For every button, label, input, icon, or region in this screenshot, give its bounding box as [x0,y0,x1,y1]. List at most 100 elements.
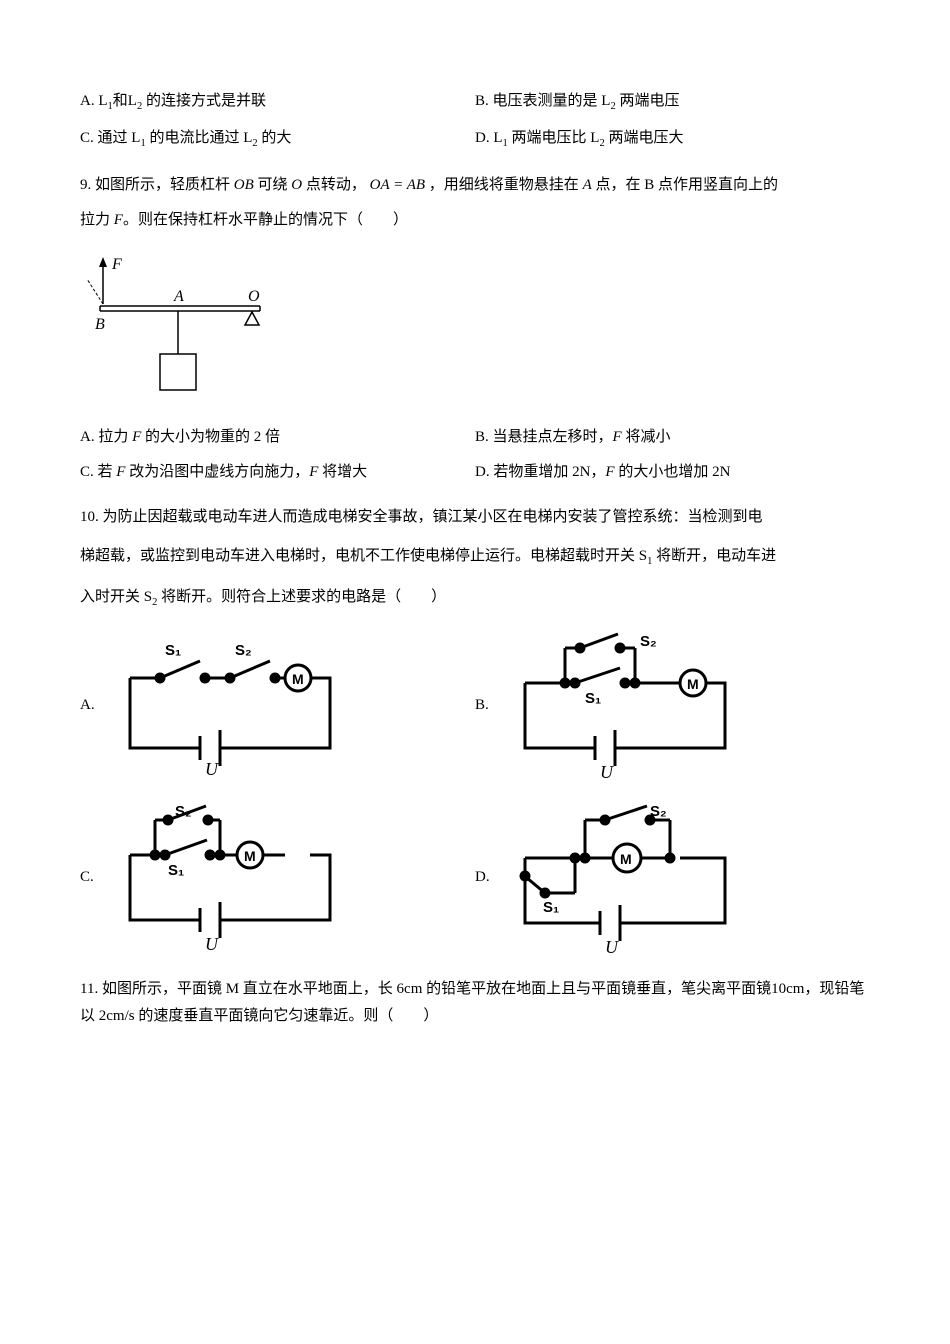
s2-label: S₂ [640,633,657,650]
q9-option-d: D. 若物重增加 2N，F 的大小也增加 2N [475,459,870,486]
q9-text-line2: 拉力 F。则在保持杠杆水平静止的情况下（ ） [80,207,870,234]
q8-option-c: C. 通过 L1 的电流比通过 L2 的大 [80,125,475,154]
text: 的大小也增加 2N [615,464,731,480]
q10-text-line1: 10. 为防止因超载或电动车进人而造成电梯安全事故，镇江某小区在电梯内安装了管控… [80,504,870,531]
opt-text: 的大 [258,130,292,146]
text: 将断开。则符合上述要求的电路是（ ） [157,589,446,605]
q11-text: 11. 如图所示，平面镜 M 直立在水平地面上，长 6cm 的铅笔平放在地面上且… [80,976,870,1030]
var-f: F [605,464,614,480]
circuit-c-diagram: S₂ S₁ M U [110,800,350,955]
text: 改为沿图中虚线方向施力， [125,464,309,480]
s2-label: S₂ [650,803,667,820]
var-ob: OB [234,177,254,193]
text: 点，在 B 点作用竖直向上的 [592,177,778,193]
opt-c-label: C. [80,864,100,891]
opt-text: D. [475,130,493,146]
u-label: U [205,759,219,778]
text: 入时开关 [80,589,144,605]
opt-d-label: D. [475,864,495,891]
opt-text: 两端电压比 [508,130,591,146]
circuit-a-wrap: A. S [80,633,475,778]
var-f: F [309,464,318,480]
q9-options-row2: C. 若 F 改为沿图中虚线方向施力，F 将增大 D. 若物重增加 2N，F 的… [80,459,870,486]
q8-option-a: A. L1和L2 的连接方式是并联 [80,88,475,117]
text: 梯超载，或监控到电动车进入电梯时，电机不工作使电梯停止运行。电梯超载时开关 [80,548,639,564]
q9-option-c: C. 若 F 改为沿图中虚线方向施力，F 将增大 [80,459,475,486]
s2-label: S₂ [235,642,252,659]
s1-label: S₁ [168,862,184,879]
text: D. 若物重增加 2N， [475,464,605,480]
opt-text: 和 [113,93,128,109]
var-f: F [132,429,141,445]
q10-text-line2: 梯超载，或监控到电动车进入电梯时，电机不工作使电梯停止运行。电梯超载时开关 S1… [80,543,870,572]
s2-label: S₂ [175,803,192,820]
text: B. 当悬挂点左移时， [475,429,613,445]
s1-label: S₁ [543,899,559,916]
q8-option-b: B. 电压表测量的是 L2 两端电压 [475,88,870,117]
opt-text: 的连接方式是并联 [142,93,266,109]
var-l2: L [243,130,252,146]
text: 的大小为物重的 2 倍 [141,429,280,445]
q9-text: 9. 如图所示，轻质杠杆 OB 可绕 O 点转动， OA = AB ，用细线将重… [80,172,870,199]
var-f: F [114,212,123,228]
m-label: M [687,676,699,692]
text: A. 拉力 [80,429,132,445]
u-label: U [605,937,619,957]
text: 将增大 [318,464,367,480]
text: 拉力 [80,212,114,228]
var-l1: L [98,93,107,109]
circuit-row-1: A. S [80,628,870,783]
q8-options-row1: A. L1和L2 的连接方式是并联 B. 电压表测量的是 L2 两端电压 [80,88,870,117]
circuit-row-2: C. [80,798,870,958]
var-o: O [291,177,302,193]
text: 11. 如图所示，平面镜 M 直立在水平地面上，长 6cm 的铅笔平放在地面上且… [80,981,864,1024]
text: 可绕 [254,177,292,193]
text: 将断开，电动车进 [652,548,776,564]
u-label: U [205,934,219,954]
m-label: M [292,671,304,687]
opt-text: B. 电压表测量的是 [475,93,601,109]
circuit-a-diagram: S₁ S₂ M U [110,633,350,778]
opt-text: A. [80,93,98,109]
s1-label: S₁ [165,642,181,659]
var-l1: L [493,130,502,146]
text: ，用细线将重物悬挂在 [429,177,583,193]
circuit-b-diagram: S₂ S₁ M U [505,628,745,783]
var-f: F [613,429,622,445]
q9-option-b: B. 当悬挂点左移时，F 将减小 [475,424,870,451]
m-label: M [620,851,632,867]
circuit-d-diagram: S₂ S₁ M U [505,798,745,958]
var-s: S [144,589,152,605]
q10-text-line3: 入时开关 S2 将断开。则符合上述要求的电路是（ ） [80,584,870,613]
q8-options-row2: C. 通过 L1 的电流比通过 L2 的大 D. L1 两端电压比 L2 两端电… [80,125,870,154]
circuit-b-wrap: B. [475,628,870,783]
q9-options-row1: A. 拉力 F 的大小为物重的 2 倍 B. 当悬挂点左移时，F 将减小 [80,424,870,451]
b-label: B [95,316,105,333]
text: 点转动， [302,177,366,193]
opt-text: 两端电压 [616,93,680,109]
opt-text: C. 通过 [80,130,131,146]
opt-b-label: B. [475,692,495,719]
opt-text: 的电流比通过 [146,130,244,146]
s1-label: S₁ [585,690,601,707]
var-a: A [583,177,592,193]
opt-a-label: A. [80,692,100,719]
a-label: A [173,288,184,305]
f-label: F [111,256,122,273]
text: 。则在保持杠杆水平静止的情况下（ ） [123,212,408,228]
circuit-c-wrap: C. [80,800,475,955]
u-label: U [600,762,614,782]
var-s: S [639,548,647,564]
text: 10. 为防止因超载或电动车进人而造成电梯安全事故，镇江某小区在电梯内安装了管控… [80,509,763,525]
text: 9. 如图所示，轻质杠杆 [80,177,234,193]
equation: OA = AB [370,177,425,193]
q8-option-d: D. L1 两端电压比 L2 两端电压大 [475,125,870,154]
text: 将减小 [622,429,671,445]
opt-text: 两端电压大 [605,130,684,146]
circuit-d-wrap: D. [475,798,870,958]
m-label: M [244,848,256,864]
o-label: O [248,288,260,305]
text: C. 若 [80,464,116,480]
lever-diagram: F A O B [80,249,870,399]
q9-option-a: A. 拉力 F 的大小为物重的 2 倍 [80,424,475,451]
